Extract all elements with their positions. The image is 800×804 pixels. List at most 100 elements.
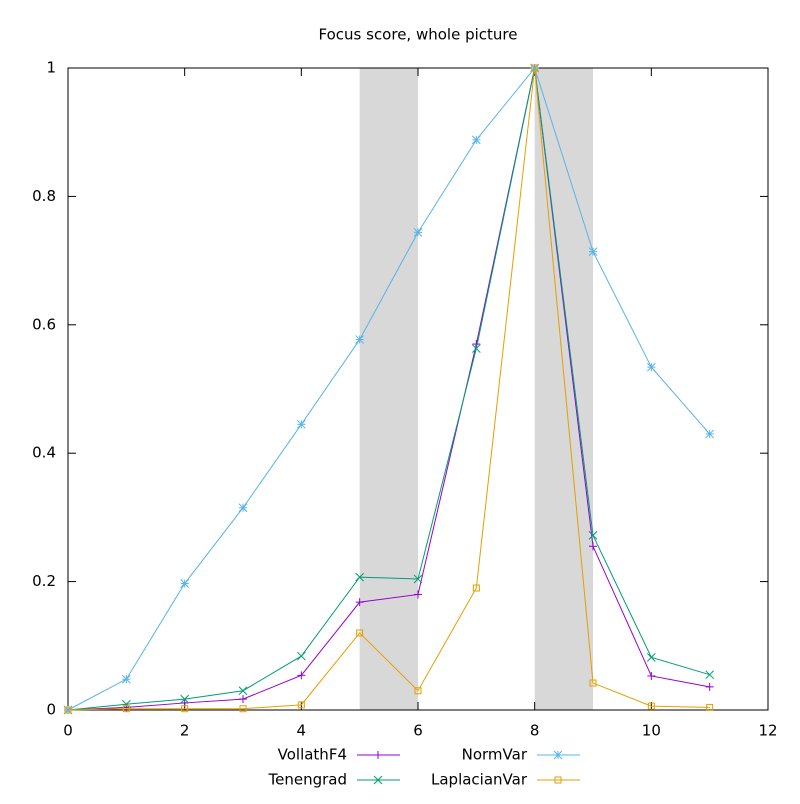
marker-stroke	[705, 429, 715, 439]
point-marker	[588, 531, 598, 540]
marker-stroke	[472, 584, 480, 592]
x-tick-label: 6	[413, 722, 423, 740]
marker-stroke	[646, 362, 656, 372]
y-tick-label: 0	[46, 701, 56, 719]
point-marker	[180, 579, 190, 588]
marker-stroke	[554, 776, 562, 784]
point-marker	[356, 629, 364, 637]
series-line	[67, 67, 710, 711]
point-marker	[374, 751, 382, 759]
marker-stroke	[121, 674, 131, 684]
x-tick-label: 12	[758, 722, 777, 740]
y-tick-label: 0.6	[32, 315, 56, 333]
point-marker	[239, 705, 247, 713]
marker-stroke	[180, 579, 190, 588]
point-marker	[706, 703, 714, 711]
point-marker	[589, 679, 597, 687]
marker-stroke	[706, 703, 714, 711]
legend-label: Tenengrad	[268, 771, 348, 789]
point-marker	[239, 695, 247, 704]
point-marker	[647, 671, 656, 680]
point-marker	[414, 590, 422, 599]
point-marker	[355, 572, 365, 582]
marker-stroke	[355, 335, 365, 344]
point-marker	[589, 542, 597, 551]
marker-stroke	[122, 705, 130, 713]
point-marker	[121, 674, 131, 684]
point-marker	[472, 584, 480, 592]
point-marker	[646, 362, 656, 372]
shaded-region	[359, 68, 418, 710]
marker-stroke	[647, 702, 655, 710]
marker-stroke	[296, 419, 306, 429]
point-marker	[181, 705, 189, 713]
marker-stroke	[180, 694, 190, 704]
y-tick-label: 1	[46, 59, 56, 77]
series-line	[67, 66, 711, 711]
point-marker	[180, 694, 190, 704]
point-marker	[373, 775, 383, 785]
marker-stroke	[414, 687, 422, 695]
marker-stroke	[181, 705, 189, 713]
marker-stroke	[553, 750, 563, 760]
marker-stroke	[413, 574, 423, 584]
marker-stroke	[646, 653, 656, 662]
marker-stroke	[589, 679, 597, 687]
y-tick-label: 0.2	[32, 572, 56, 590]
marker-stroke	[64, 706, 72, 714]
x-tick-label: 2	[180, 722, 190, 740]
point-marker	[413, 574, 423, 584]
point-marker	[122, 705, 130, 713]
point-marker	[554, 776, 562, 784]
point-marker	[705, 670, 715, 680]
y-tick-label: 0.8	[32, 187, 56, 205]
point-marker	[355, 335, 365, 344]
point-marker	[414, 687, 422, 695]
marker-stroke	[531, 64, 539, 72]
chart-title: Focus score, whole picture	[319, 26, 518, 44]
marker-stroke	[471, 344, 481, 353]
x-tick-label: 4	[297, 722, 307, 740]
legend-label: LaplacianVar	[431, 771, 528, 789]
marker-stroke	[297, 701, 305, 709]
marker-stroke	[413, 227, 423, 237]
point-marker	[646, 653, 656, 662]
marker-stroke	[355, 572, 365, 582]
marker-stroke	[588, 531, 598, 540]
point-marker	[296, 419, 306, 429]
point-marker	[355, 598, 364, 607]
point-marker	[238, 503, 248, 513]
marker-stroke	[238, 686, 248, 696]
marker-stroke	[238, 503, 248, 513]
point-marker	[647, 702, 655, 710]
x-tick-label: 10	[642, 722, 661, 740]
marker-stroke	[356, 629, 364, 637]
legend-label: VollathF4	[278, 746, 347, 764]
marker-stroke	[588, 247, 598, 256]
point-marker	[705, 429, 715, 439]
marker-stroke	[239, 705, 247, 713]
x-tick-label: 8	[530, 722, 540, 740]
series-line	[67, 67, 710, 711]
marker-stroke	[296, 651, 306, 661]
point-marker	[297, 701, 305, 709]
point-marker	[705, 682, 714, 691]
point-marker	[588, 247, 598, 256]
point-marker	[471, 135, 481, 145]
series-line	[67, 67, 710, 711]
marker-stroke	[373, 775, 383, 785]
point-marker	[413, 227, 423, 237]
y-tick-label: 0.4	[32, 444, 56, 462]
point-marker	[553, 750, 563, 760]
point-marker	[531, 64, 539, 72]
point-marker	[296, 651, 306, 661]
point-marker	[297, 671, 306, 680]
legend-label: NormVar	[462, 746, 528, 764]
x-tick-label: 0	[63, 722, 73, 740]
point-marker	[471, 344, 481, 353]
marker-stroke	[705, 670, 715, 680]
marker-stroke	[471, 135, 481, 145]
point-marker	[64, 706, 72, 714]
point-marker	[238, 686, 248, 696]
